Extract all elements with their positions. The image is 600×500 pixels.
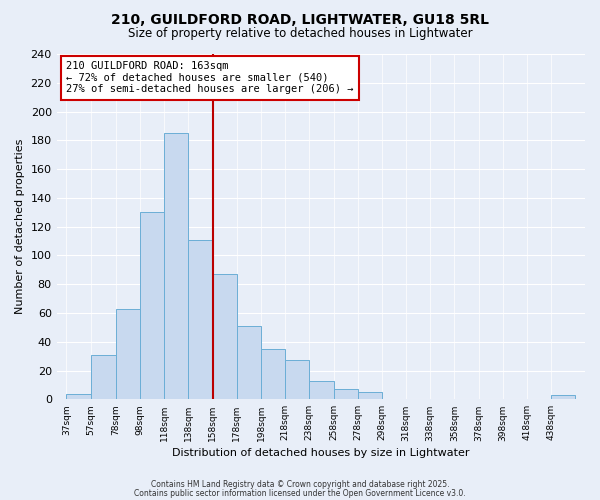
Text: 210, GUILDFORD ROAD, LIGHTWATER, GU18 5RL: 210, GUILDFORD ROAD, LIGHTWATER, GU18 5R… [111,12,489,26]
Bar [140,212,164,400]
Bar [310,380,334,400]
Bar [358,392,382,400]
Text: Contains public sector information licensed under the Open Government Licence v3: Contains public sector information licen… [134,488,466,498]
Bar [261,349,285,400]
Bar [551,395,575,400]
Bar [164,133,188,400]
Bar [116,308,140,400]
Bar [212,274,237,400]
Text: Size of property relative to detached houses in Lightwater: Size of property relative to detached ho… [128,28,472,40]
Text: 210 GUILDFORD ROAD: 163sqm
← 72% of detached houses are smaller (540)
27% of sem: 210 GUILDFORD ROAD: 163sqm ← 72% of deta… [67,61,354,94]
Text: Contains HM Land Registry data © Crown copyright and database right 2025.: Contains HM Land Registry data © Crown c… [151,480,449,489]
Bar [67,394,91,400]
Bar [334,389,358,400]
Bar [188,240,212,400]
Y-axis label: Number of detached properties: Number of detached properties [15,139,25,314]
Bar [237,326,261,400]
X-axis label: Distribution of detached houses by size in Lightwater: Distribution of detached houses by size … [172,448,470,458]
Bar [91,354,116,400]
Bar [285,360,310,400]
